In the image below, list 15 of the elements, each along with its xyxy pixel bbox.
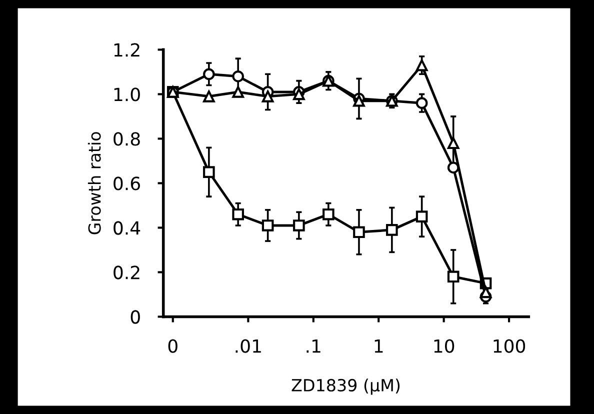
x-tick-label: 1 — [374, 339, 383, 353]
x-tick-label: 0 — [168, 339, 178, 353]
y-tick-label: 0 — [130, 310, 140, 324]
y-tick-label: 1.2 — [114, 43, 140, 57]
y-tick-label: 0.8 — [114, 132, 140, 146]
y-axis-title: Growth ratio — [88, 132, 101, 234]
y-tick-label: 1.0 — [114, 88, 140, 102]
y-tick-label: 0.6 — [114, 176, 140, 190]
x-tick-label: 10 — [434, 339, 454, 353]
y-tick-label: 0.4 — [114, 221, 140, 235]
x-tick-label: .01 — [236, 339, 261, 353]
y-tick-label: 0.2 — [114, 266, 140, 280]
x-tick-label: 100 — [494, 339, 526, 353]
x-axis-title: ZD1839 (µM) — [292, 378, 400, 395]
x-tick-label: .1 — [306, 339, 320, 353]
